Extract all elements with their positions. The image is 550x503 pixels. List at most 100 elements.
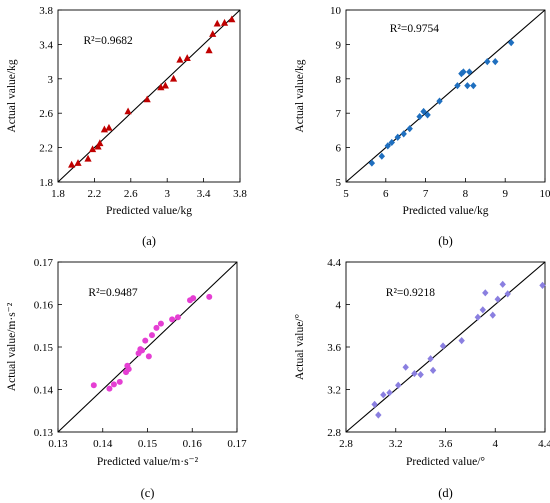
y-tick-label: 2.6	[39, 108, 53, 120]
data-point	[220, 18, 229, 26]
data-point	[416, 113, 423, 121]
data-point	[94, 142, 102, 150]
data-point	[378, 152, 386, 160]
data-point	[124, 107, 132, 115]
data-point	[143, 95, 151, 103]
data-point	[142, 337, 149, 344]
y-tick-label: 3.2	[327, 385, 341, 397]
data-point	[205, 46, 213, 54]
r-squared-annotation: R²=0.9754	[390, 23, 439, 35]
data-point	[439, 342, 447, 350]
panel-caption: (d)	[438, 486, 453, 500]
data-point	[460, 68, 467, 76]
data-point	[458, 337, 465, 345]
data-point	[464, 82, 471, 90]
data-point	[105, 123, 113, 131]
panel-caption: (c)	[141, 486, 155, 500]
r-squared-annotation: R²=0.9218	[386, 287, 435, 299]
y-tick-label: 3.6	[327, 342, 341, 354]
data-point	[388, 138, 395, 147]
data-point	[153, 324, 160, 331]
reference-line	[345, 9, 546, 183]
data-point	[479, 306, 487, 314]
data-point	[84, 154, 92, 162]
x-tick-label: 6	[383, 188, 389, 200]
data-point	[125, 366, 132, 373]
x-tick-label: 0.17	[227, 438, 247, 450]
data-point	[116, 378, 123, 385]
data-point	[139, 347, 146, 354]
x-tick-label: 8	[463, 188, 469, 200]
data-point	[96, 139, 104, 147]
reference-line	[57, 9, 241, 183]
y-tick-label: 4	[336, 300, 342, 312]
data-point	[484, 58, 491, 66]
x-tick-label: 0.16	[183, 438, 203, 450]
y-tick-label: 0.16	[34, 300, 54, 312]
reference-line	[57, 261, 238, 433]
panel-caption: (b)	[438, 234, 453, 248]
y-tick-label: 2.2	[39, 143, 53, 155]
data-point	[395, 381, 402, 389]
reference-line	[345, 261, 546, 433]
data-point	[402, 363, 409, 371]
x-tick-label: 2.2	[88, 188, 102, 200]
data-point	[183, 54, 191, 61]
data-point	[213, 19, 221, 27]
x-axis-label: Predicted value/kg	[403, 205, 489, 217]
panel-c: 0.13 0.14 0.15 0.16 0.17 0.13 0.14 0.15 0.16 0.17…	[6, 257, 247, 500]
data-point	[209, 30, 217, 37]
x-tick-label: 3.6	[439, 438, 453, 450]
data-point	[417, 371, 424, 379]
data-point	[411, 369, 418, 378]
x-tick-label: 5	[343, 188, 349, 200]
x-axis-label: Predicted value/°	[406, 456, 485, 468]
data-point	[100, 125, 109, 133]
data-point	[384, 142, 391, 150]
data-point	[371, 400, 378, 408]
x-tick-label: 0.13	[48, 438, 68, 450]
y-tick-label: 2.8	[327, 427, 341, 439]
data-point	[68, 160, 76, 168]
data-point	[148, 332, 155, 339]
x-tick-label: 9	[502, 188, 508, 200]
x-tick-label: 2.8	[339, 438, 353, 450]
plot-frame	[345, 9, 546, 183]
x-tick-label: 0.15	[138, 438, 158, 450]
x-tick-label: 0.14	[93, 438, 113, 450]
x-tick-label: 10	[540, 188, 550, 200]
data-point	[206, 293, 213, 300]
y-tick-label: 3.4	[39, 39, 53, 51]
y-axis-label: Actual value/°	[294, 313, 306, 380]
y-tick-label: 4.4	[327, 257, 341, 269]
r-squared-annotation: R²=0.9682	[83, 35, 132, 47]
y-tick-label: 8	[336, 74, 342, 86]
data-point	[436, 97, 443, 105]
data-point	[427, 355, 434, 363]
data-point	[174, 314, 181, 321]
x-tick-label: 4	[493, 438, 499, 450]
y-tick-label: 1.8	[39, 177, 53, 189]
x-tick-label: 3.4	[197, 188, 211, 200]
panel-d: 2.8 3.2 3.6 4 4.4 2.8 3.2 3.6 4 4.4 Predicted valu…	[294, 257, 550, 500]
y-axis-label: Actual value/kg	[294, 59, 306, 132]
data-point	[466, 68, 473, 76]
y-tick-label: 3.8	[39, 5, 53, 17]
data-point	[157, 83, 165, 91]
x-tick-label: 4.4	[538, 438, 550, 450]
panel-caption: (a)	[142, 234, 156, 248]
data-point	[470, 82, 477, 90]
data-point	[161, 81, 169, 89]
data-point	[380, 391, 387, 399]
panel-b: 5 6 7 8 9 10 5 6 7 8 9 10 Predicted value/kg Actual v…	[294, 5, 550, 248]
x-tick-label: 2.6	[124, 188, 138, 200]
data-point	[368, 159, 376, 167]
x-tick-label: 1.8	[51, 188, 65, 200]
data-point	[228, 15, 236, 23]
data-point	[110, 381, 117, 388]
y-tick-label: 3	[48, 74, 54, 86]
data-point	[169, 316, 176, 323]
x-tick-label: 3	[164, 188, 170, 200]
data-point	[375, 411, 382, 419]
